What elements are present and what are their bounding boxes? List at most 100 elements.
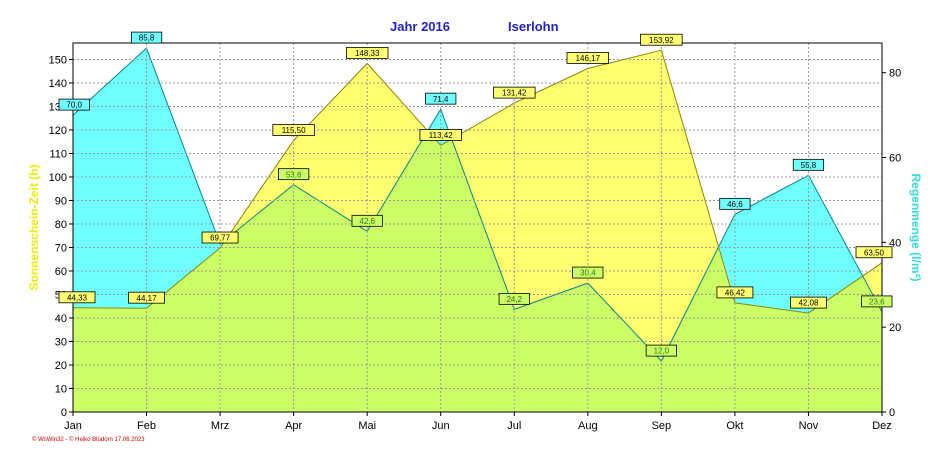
left-tick-label: 20 [55,360,67,372]
x-tick-label: Nov [799,420,819,432]
rain-data-label: 55,8 [792,158,825,171]
rain-data-label: 24,2 [498,292,530,305]
rain-data-label-box [58,98,90,111]
rain-data-label-text: 23,6 [869,298,885,307]
right-axis-label: Regenmenge (l/m²) [909,173,923,281]
right-tick-label: 20 [889,322,901,334]
x-tick-label: Jun [432,420,450,432]
rain-data-label-text: 24,2 [506,295,522,304]
rain-data-label: 42,6 [351,214,383,227]
sun-data-label: 148,33 [345,46,389,59]
x-tick-label: Feb [137,420,156,432]
x-tick-label: Apr [285,420,302,432]
sun-data-label-box [855,246,893,259]
rain-data-label: 71,4 [425,92,457,105]
rain-data-label-text: 53,6 [286,170,302,179]
left-axis-label: Sonnenschein-Zeit (h) [27,164,41,290]
left-tick-label: 90 [55,195,67,207]
rain-data-label-box [572,266,604,279]
rain-data-label-box [425,92,457,105]
sun-data-label: 44,33 [58,291,96,304]
right-tick-label: 40 [889,237,901,249]
rain-data-label-box [645,344,677,357]
sun-data-label-box [128,291,165,304]
x-tick-label: Jan [64,420,82,432]
rain-data-label-text: 55,8 [801,161,817,170]
sun-data-label-text: 146,17 [576,54,601,63]
rain-data-label: 23,6 [861,295,893,308]
sun-data-label: 153,92 [640,33,683,46]
left-tick-label: 150 [49,54,67,66]
rain-data-label-box [792,158,825,171]
x-tick-label: Mrz [211,420,229,432]
right-tick-label: 60 [889,153,901,165]
rain-data-label: 70,0 [58,98,90,111]
footer-credit: © WsWin32 - © Heiko Blüdorn 17.06.2023 [32,437,145,443]
sun-data-label-box [419,129,462,141]
left-tick-label: 80 [55,219,67,231]
left-tick-label: 0 [61,407,67,419]
rain-data-label: 30,4 [572,266,604,279]
sun-data-label-text: 69,77 [210,234,231,243]
sun-data-label: 115,50 [272,124,315,136]
rain-data-label-box [498,292,530,305]
left-tick-label: 120 [49,125,67,137]
rain-data-label-box [351,214,383,227]
sunshine-line [72,49,883,314]
sun-data-label-box [640,33,683,46]
left-tick-label: 110 [49,148,67,160]
x-tick-label: Okt [726,420,743,432]
x-tick-label: Jul [507,420,521,432]
sun-data-label-text: 115,50 [282,126,306,135]
sun-data-label-box [716,286,754,299]
sun-data-label: 46,42 [716,286,754,299]
rain-data-label-text: 30,4 [580,269,596,278]
chart-title-year: Jahr 2016 [390,19,450,34]
chart-title-place: Iserlohn [508,19,559,34]
sun-data-label: 69,77 [201,231,239,244]
chart-areas [72,47,883,412]
left-tick-label: 40 [55,313,67,325]
left-tick-label: 60 [55,266,67,278]
sun-data-label-box [493,86,536,99]
rain-data-label-text: 12,0 [654,347,670,356]
sun-data-label-text: 44,17 [137,294,158,303]
chart-grid [73,43,882,412]
x-tick-label: Sep [652,420,672,432]
right-tick-label: 80 [889,68,901,80]
rain-data-label-text: 70,0 [66,101,82,110]
rain-data-label-text: 71,4 [433,95,449,104]
sun-data-label-text: 63,50 [864,248,885,257]
rain-data-label: 85,8 [130,31,163,44]
sun-data-label-box [566,52,610,64]
rain-data-label-box [278,168,310,181]
rain-data-label-box [719,197,751,210]
left-tick-label: 30 [55,336,67,348]
sun-data-label-text: 42,08 [798,299,819,308]
sun-data-label-box [272,124,315,136]
sun-data-label-text: 153,92 [649,36,674,45]
sun-data-label-text: 46,42 [725,288,746,297]
sun-data-label-box [201,231,239,244]
rain-data-label-text: 46,6 [727,200,743,209]
rain-data-label: 12,0 [645,344,677,357]
sun-data-label: 63,50 [855,246,893,259]
sun-data-label: 42,08 [790,296,827,309]
sun-data-label-box [790,296,827,309]
plot-frame [72,42,883,413]
sun-data-label: 131,42 [493,86,536,99]
rain-data-label: 53,6 [278,168,310,181]
sun-data-label: 146,17 [566,52,610,64]
rain-data-label-text: 42,6 [359,217,375,226]
sun-data-label-text: 131,42 [502,89,527,98]
sun-data-label-text: 44,33 [67,293,88,302]
rain-data-label-box [861,295,893,308]
chart-axes: 0102030405060708090100110120130140150020… [27,42,923,432]
x-tick-label: Dez [872,420,892,432]
sun-data-label-text: 113,42 [429,131,453,140]
sun-data-label: 113,42 [419,129,462,141]
sun-data-label: 44,17 [128,291,165,304]
left-tick-label: 140 [49,78,67,90]
chart-data-labels: 44,33 44,17 69,77 115,50 148,33 113,42 131,42 1… [58,31,893,357]
